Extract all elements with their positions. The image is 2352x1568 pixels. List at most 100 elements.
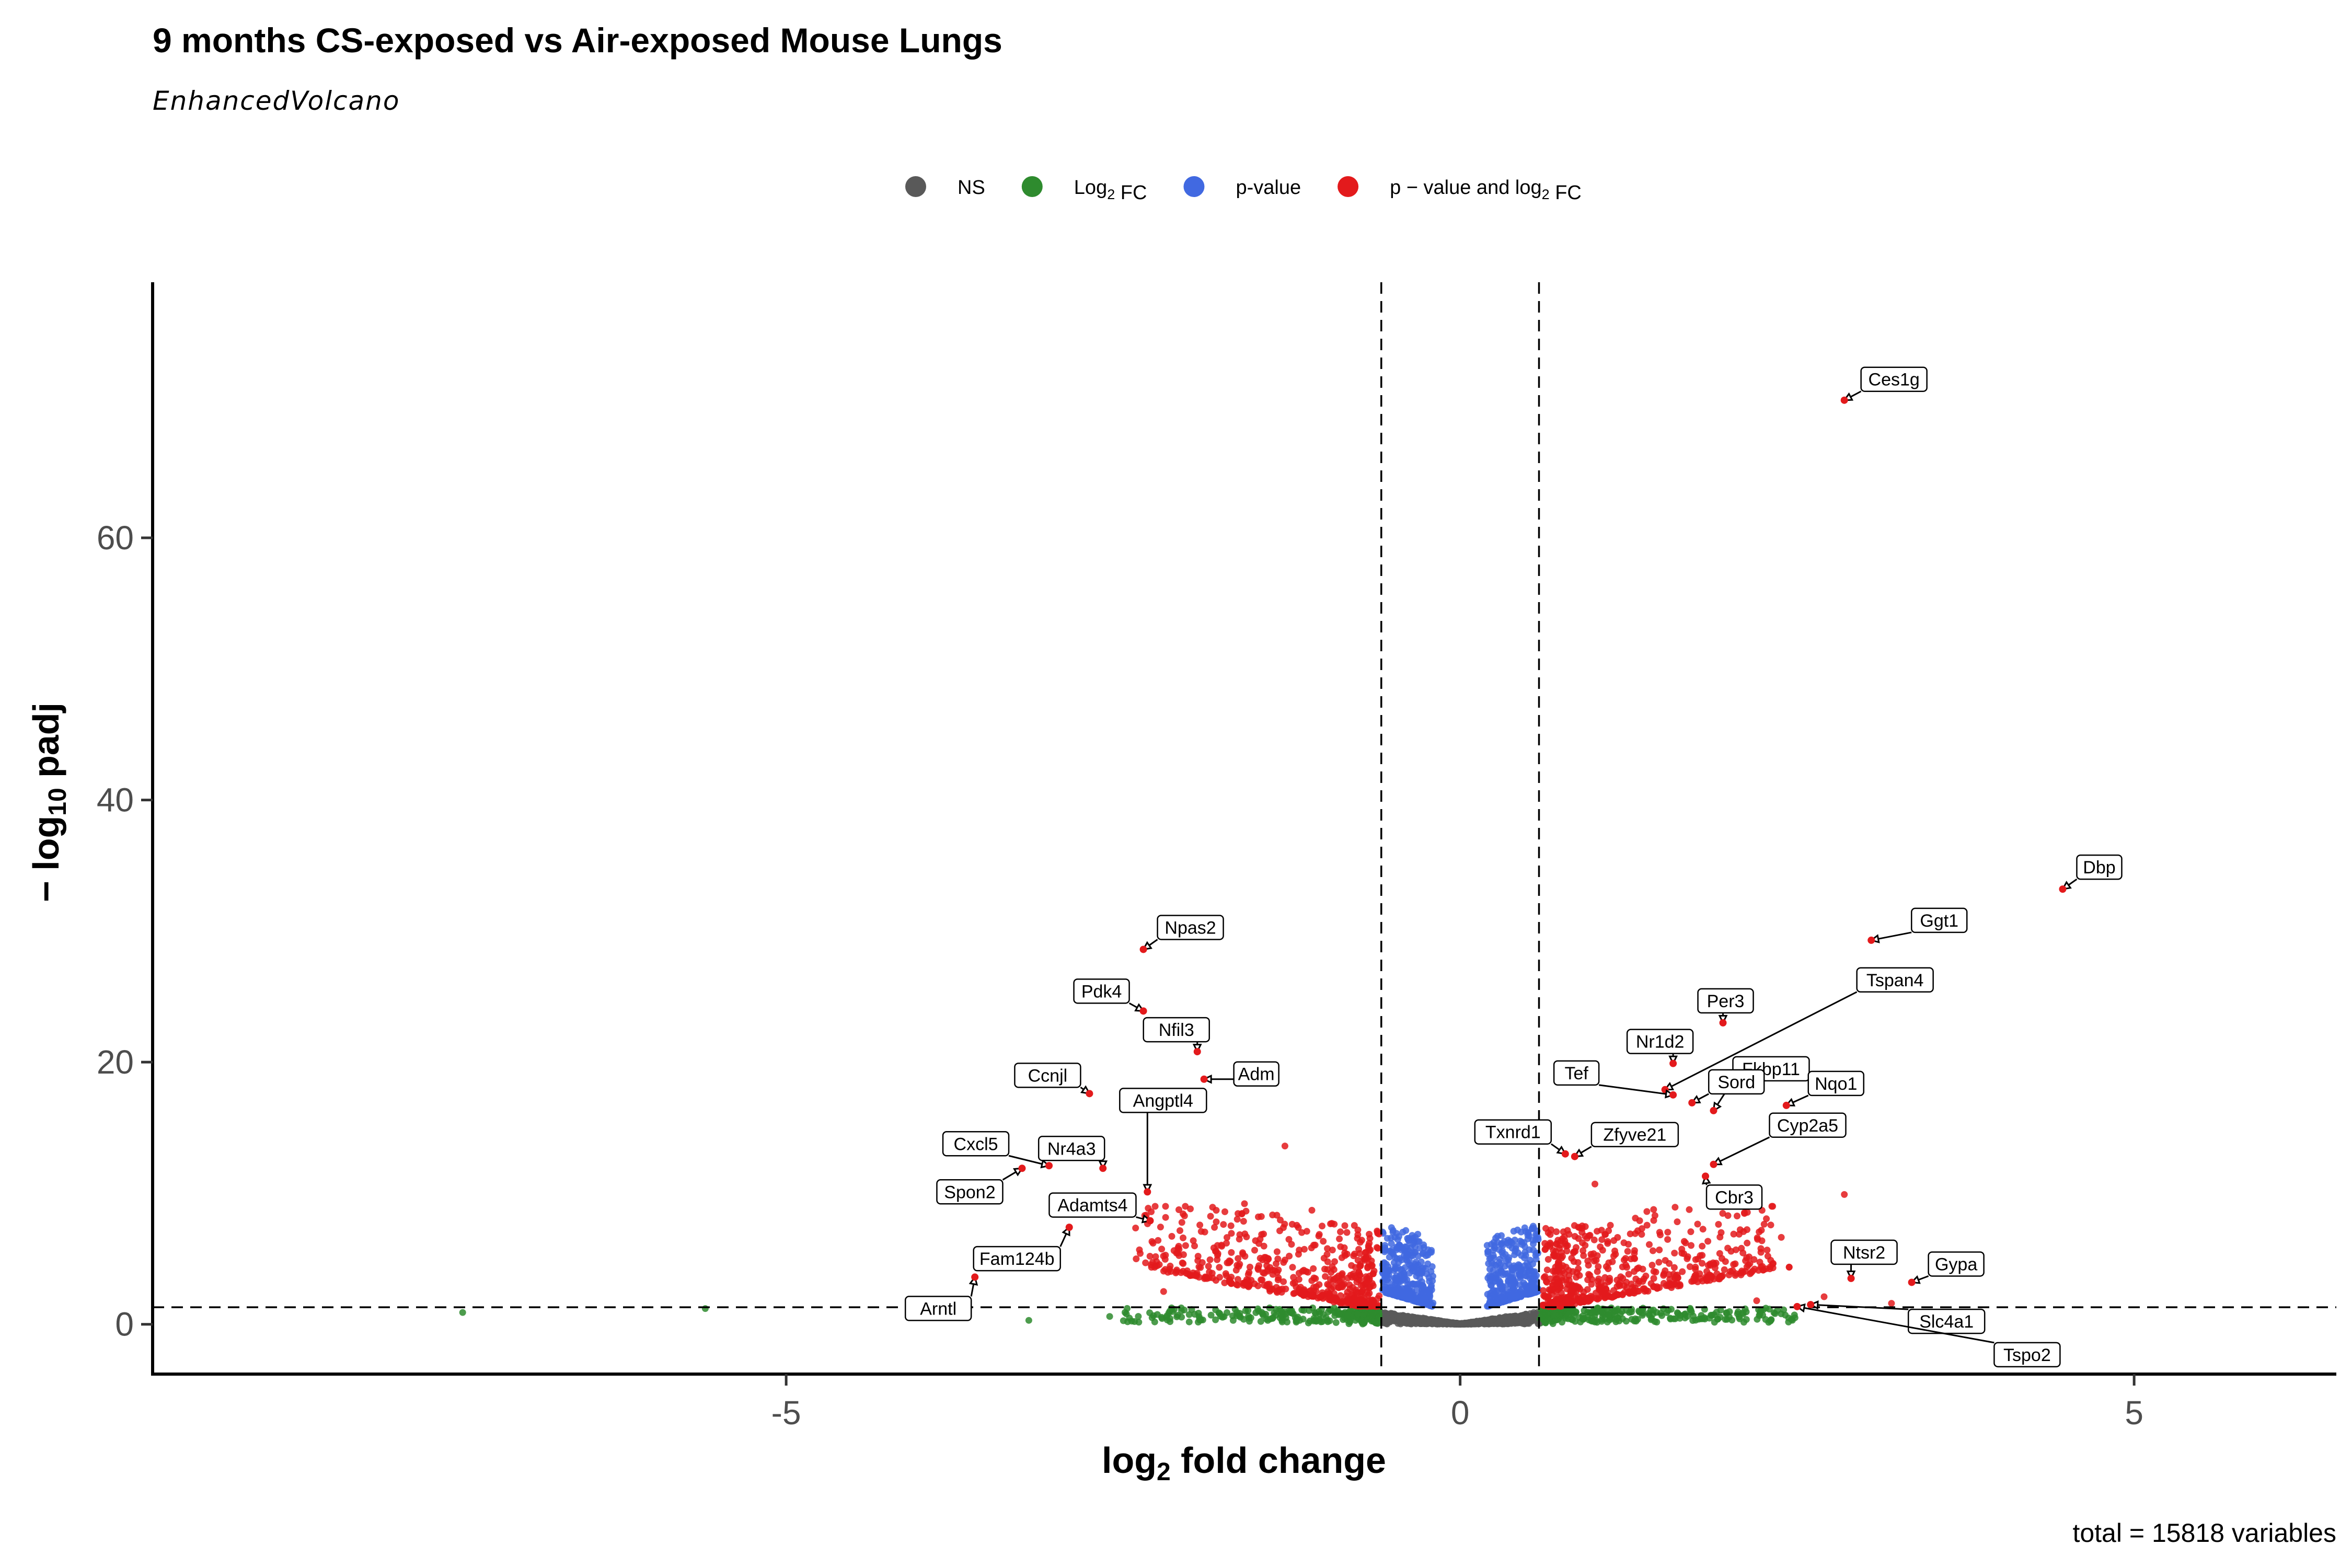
data-point <box>1291 1289 1298 1297</box>
data-point <box>1246 1269 1253 1276</box>
labeled-point <box>1086 1090 1093 1098</box>
data-point <box>1610 1237 1618 1244</box>
data-point <box>1276 1286 1283 1293</box>
data-point <box>1657 1231 1664 1239</box>
gene-label-ces1g: Ces1g <box>1840 366 1928 404</box>
data-point <box>1594 1296 1601 1303</box>
data-point <box>1550 1251 1558 1258</box>
data-point <box>1157 1224 1164 1231</box>
label-connector <box>1811 1304 1909 1310</box>
data-point <box>1619 1308 1625 1315</box>
data-point <box>1163 1313 1170 1321</box>
data-point <box>1357 1282 1365 1289</box>
data-point <box>1374 1244 1380 1251</box>
data-point <box>1295 1276 1302 1283</box>
labeled-point <box>1561 1150 1569 1158</box>
data-point <box>1417 1258 1425 1265</box>
data-point <box>1706 1271 1713 1278</box>
label-text: Adamts4 <box>1057 1196 1127 1216</box>
data-point <box>1713 1309 1720 1316</box>
data-point <box>1512 1248 1519 1255</box>
data-point <box>1660 1279 1667 1287</box>
labeled-point <box>1139 1007 1147 1015</box>
data-point <box>1220 1221 1227 1228</box>
data-point <box>1308 1207 1316 1214</box>
data-point <box>1632 1215 1639 1222</box>
data-point <box>1324 1318 1331 1325</box>
data-point <box>1678 1246 1686 1253</box>
data-point <box>1692 1263 1699 1271</box>
data-point <box>1242 1307 1249 1315</box>
data-point <box>1530 1309 1537 1316</box>
data-point <box>1106 1313 1113 1320</box>
data-point <box>1288 1241 1295 1248</box>
label-box <box>1697 988 1754 1014</box>
label-text: Adm <box>1238 1065 1275 1085</box>
data-point <box>1492 1262 1500 1269</box>
data-point <box>1459 1320 1466 1328</box>
data-point <box>1665 1307 1672 1314</box>
data-point <box>1743 1316 1750 1323</box>
data-point <box>1785 1264 1793 1271</box>
data-point <box>1730 1230 1737 1238</box>
data-point <box>1393 1277 1400 1284</box>
gene-label-ggt1: Ggt1 <box>1867 907 1968 944</box>
data-point <box>1175 1206 1182 1213</box>
y-axis-title: − log10 padj <box>26 702 72 902</box>
data-point <box>1195 1274 1203 1281</box>
data-point <box>1234 1276 1241 1283</box>
data-point <box>1355 1246 1363 1253</box>
data-point <box>1688 1242 1694 1249</box>
data-point <box>1732 1246 1739 1253</box>
label-box <box>1119 1088 1207 1113</box>
data-point <box>1431 1319 1438 1326</box>
data-point <box>1505 1242 1513 1249</box>
data-point <box>1387 1235 1394 1242</box>
data-point <box>1505 1254 1513 1261</box>
data-point <box>1288 1307 1295 1315</box>
data-point <box>1272 1306 1279 1313</box>
data-point <box>1213 1218 1220 1226</box>
data-point <box>1616 1281 1623 1288</box>
data-point <box>1167 1268 1174 1275</box>
data-point <box>1181 1306 1188 1313</box>
data-point <box>1592 1180 1598 1187</box>
data-point <box>459 1309 466 1316</box>
data-point <box>1146 1253 1154 1260</box>
data-point <box>1676 1281 1684 1288</box>
data-point <box>1582 1232 1589 1240</box>
data-point <box>1522 1310 1529 1318</box>
data-point <box>1841 1191 1848 1198</box>
data-point <box>1358 1288 1365 1296</box>
data-point <box>1142 1259 1149 1266</box>
data-point <box>1634 1265 1641 1272</box>
label-text: Ggt1 <box>1920 911 1958 931</box>
data-point <box>1374 1230 1381 1237</box>
data-point <box>1538 1313 1546 1321</box>
data-point <box>1206 1269 1213 1276</box>
data-point <box>1594 1268 1601 1275</box>
data-point <box>1340 1297 1347 1305</box>
label-box <box>1807 1070 1865 1097</box>
data-point <box>1332 1319 1340 1326</box>
data-point <box>1640 1275 1647 1283</box>
data-point <box>1390 1267 1398 1274</box>
data-point <box>1571 1233 1578 1240</box>
data-point <box>1543 1266 1551 1274</box>
data-point <box>1599 1247 1606 1254</box>
data-point <box>1646 1241 1653 1248</box>
data-point <box>1155 1237 1162 1244</box>
y-tick-label: 40 <box>97 781 134 819</box>
data-point <box>1365 1254 1372 1261</box>
data-point <box>1664 1236 1671 1243</box>
labeled-point <box>1840 396 1848 404</box>
data-point <box>1519 1291 1526 1298</box>
data-point <box>1585 1262 1592 1269</box>
data-point <box>1168 1232 1175 1240</box>
gene-label-fam124b: Fam124b <box>973 1224 1073 1272</box>
data-point <box>1369 1297 1377 1305</box>
data-point <box>1276 1227 1283 1235</box>
data-point <box>1449 1319 1456 1327</box>
data-point <box>1577 1299 1584 1306</box>
data-point <box>1704 1262 1712 1269</box>
